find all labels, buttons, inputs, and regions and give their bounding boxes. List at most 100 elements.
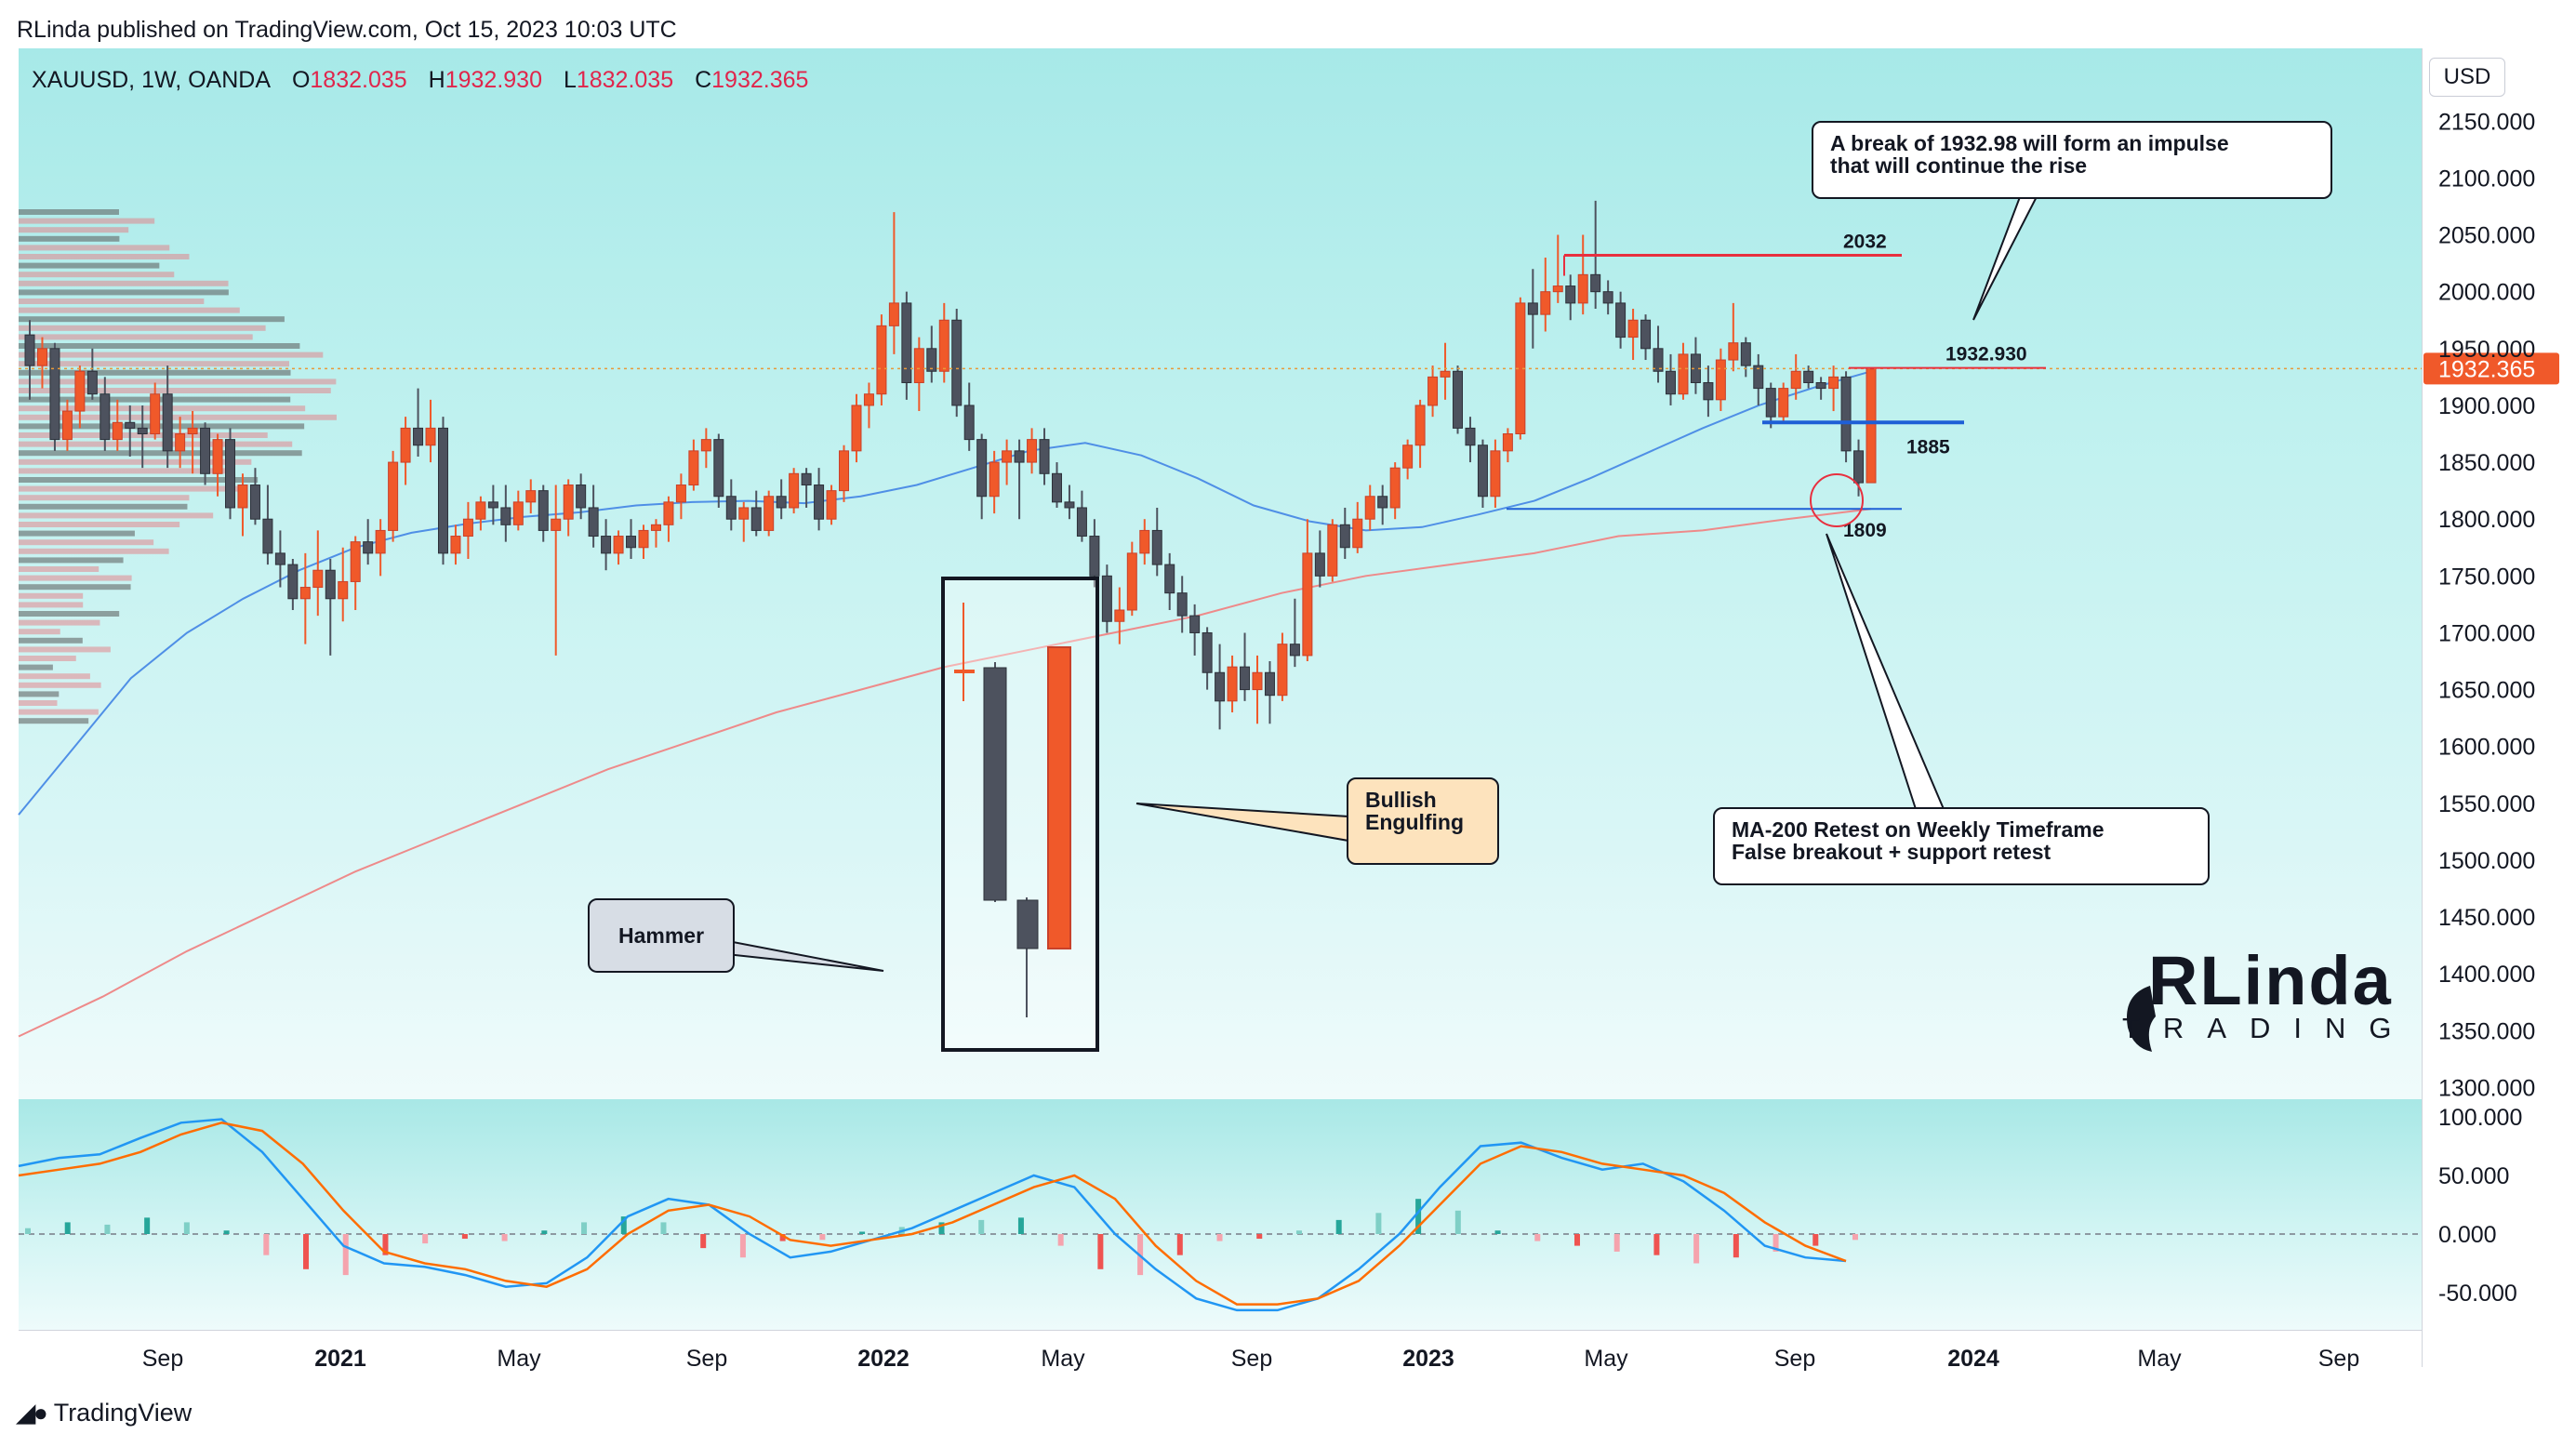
bull-candle <box>36 348 47 366</box>
bull-candle <box>74 370 86 412</box>
volume-profile-bar <box>19 664 53 670</box>
volume-profile-bar <box>19 450 302 457</box>
bear-candle <box>1339 524 1350 549</box>
callout-hammer: Hammer <box>588 898 735 973</box>
macd-pane[interactable] <box>19 1099 2422 1330</box>
bull-candle <box>150 393 161 435</box>
bear-candle <box>963 405 975 441</box>
macd-histogram-bar <box>183 1222 190 1234</box>
bull-candle <box>1627 319 1639 339</box>
volume-profile-bar <box>19 423 305 430</box>
bear-candle <box>1064 501 1075 509</box>
volume-profile-bar <box>19 378 337 385</box>
bear-candle <box>588 507 599 538</box>
bear-candle <box>86 370 98 395</box>
bull-candle <box>1778 388 1789 418</box>
macd-histogram-bar <box>938 1222 945 1234</box>
volume-profile-bar <box>19 227 129 233</box>
volume-profile-bar <box>19 477 259 483</box>
bull-candle <box>1227 666 1238 702</box>
volume-profile-bar <box>19 682 101 688</box>
bear-candle <box>249 485 260 520</box>
bull-candle <box>638 529 649 549</box>
volume-profile-bar <box>19 691 60 697</box>
bear-candle <box>626 536 637 549</box>
bear-candle <box>1853 450 1865 484</box>
bear-candle <box>24 334 35 366</box>
footer-brand[interactable]: ◢● TradingView <box>17 1399 192 1427</box>
volume-profile-bar <box>19 629 60 635</box>
volume-profile-bar <box>19 611 120 617</box>
time-tick-label: Sep <box>686 1346 727 1372</box>
macd-histogram-bar <box>620 1216 627 1234</box>
macd-tick-label: 50.000 <box>2438 1163 2509 1189</box>
volume-profile-bar <box>19 548 169 554</box>
high-label: H <box>428 67 445 93</box>
zoom-hammer-candle <box>1016 899 1039 949</box>
high-value: 1932.930 <box>445 67 542 93</box>
bull-candle <box>989 461 1000 498</box>
macd-histogram-bar <box>1454 1210 1461 1234</box>
callout-ma200-retest: MA-200 Retest on Weekly Timeframe False … <box>1713 807 2210 885</box>
callout-ma-pointer <box>1826 533 1945 810</box>
close-label: C <box>695 67 712 93</box>
time-tick-label: May <box>497 1346 541 1372</box>
macd-histogram-bar <box>1812 1234 1819 1246</box>
bull-candle <box>1552 285 1563 293</box>
price-tick-label: 2000.000 <box>2438 280 2535 306</box>
volume-profile-bar <box>19 307 240 313</box>
bull-candle <box>738 507 750 520</box>
bear-candle <box>125 421 136 429</box>
price-tick-label: 1800.000 <box>2438 507 2535 533</box>
bull-candle <box>475 501 486 520</box>
currency-button[interactable]: USD <box>2429 58 2505 97</box>
bull-candle <box>688 450 699 486</box>
volume-profile-bar <box>19 646 111 653</box>
bear-candle <box>926 348 937 372</box>
macd-histogram-bar <box>541 1230 548 1234</box>
bull-candle <box>1352 518 1363 549</box>
ma-50-line <box>18 370 1872 816</box>
bear-candle <box>901 302 912 383</box>
bear-candle <box>1465 427 1476 446</box>
bear-candle <box>1815 381 1826 390</box>
bull-candle <box>1828 376 1839 390</box>
bear-candle <box>1753 365 1764 390</box>
macd-line <box>18 1118 1847 1312</box>
volume-profile-bar <box>19 503 188 510</box>
price-axis[interactable] <box>2422 48 2560 1367</box>
volume-profile-bar <box>19 343 300 349</box>
bull-candle <box>888 302 899 326</box>
bull-candle <box>112 421 123 441</box>
axes-layer: 2150.000 2100.000 2050.000 2000.000 1950.000… <box>142 109 2536 1372</box>
macd-histogram-bar <box>1534 1234 1541 1241</box>
macd-histogram-bar <box>303 1234 310 1269</box>
macd-histogram-bar <box>859 1231 866 1234</box>
macd-histogram-bar <box>1415 1199 1422 1234</box>
macd-histogram-bar <box>263 1234 270 1255</box>
bull-candle <box>1577 273 1588 304</box>
open-label: O <box>291 67 311 93</box>
macd-histogram-bar <box>64 1222 71 1234</box>
volume-profile-bar <box>19 592 84 599</box>
volume-profile <box>19 209 337 724</box>
volume-profile-bar <box>19 566 100 572</box>
time-axis[interactable] <box>19 1330 2422 1368</box>
bear-candle <box>1477 445 1488 498</box>
macd-histogram-bar <box>581 1222 588 1234</box>
time-tick-label: Sep <box>1231 1346 1272 1372</box>
footer-brand-text: TradingView <box>53 1399 193 1427</box>
bear-candle <box>1602 291 1613 304</box>
bear-candle <box>1765 388 1776 418</box>
bear-candle <box>1314 552 1325 577</box>
bull-candle <box>1126 552 1137 611</box>
bear-candle <box>413 427 424 446</box>
level-1932-label: 1932.930 <box>1945 344 2027 365</box>
bear-candle <box>500 507 511 525</box>
bear-candle <box>200 427 211 474</box>
volume-profile-bar <box>19 512 214 519</box>
bull-candle <box>789 472 800 509</box>
bull-candle <box>1002 450 1013 463</box>
bull-candle <box>350 541 361 582</box>
bull-candle <box>338 580 349 600</box>
